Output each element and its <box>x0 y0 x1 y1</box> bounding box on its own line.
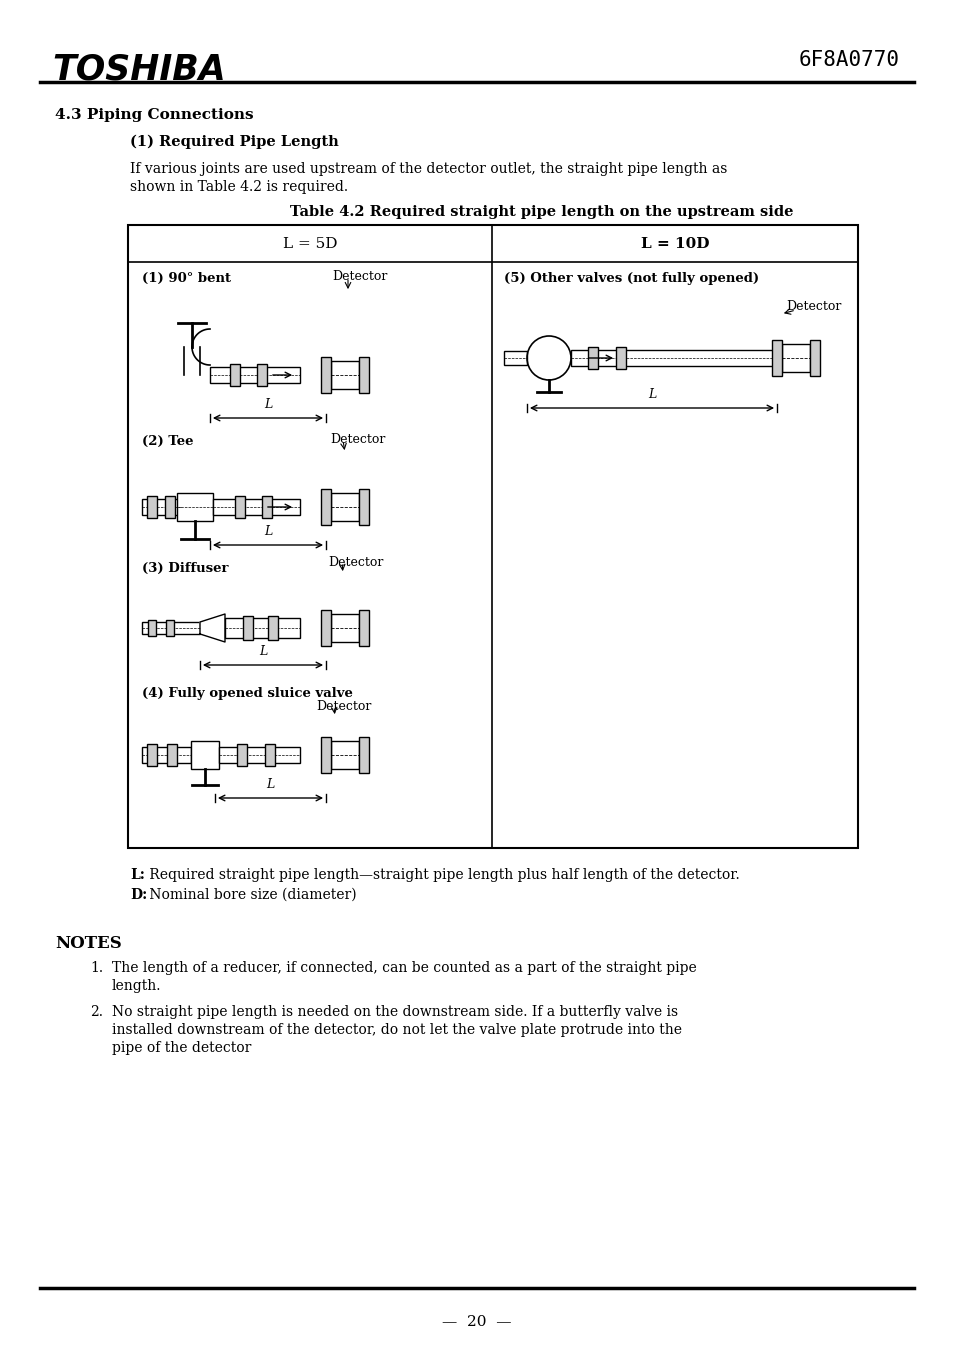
Text: 4.3 Piping Connections: 4.3 Piping Connections <box>55 108 253 122</box>
Bar <box>571 350 781 366</box>
Text: Required straight pipe length—straight pipe length plus half length of the detec: Required straight pipe length—straight p… <box>145 867 739 882</box>
Bar <box>331 493 358 521</box>
Text: 2.: 2. <box>90 1005 103 1019</box>
Bar <box>167 744 177 766</box>
Bar <box>331 740 358 769</box>
Text: (1) Required Pipe Length: (1) Required Pipe Length <box>130 135 338 150</box>
Text: 1.: 1. <box>90 961 103 975</box>
Bar <box>262 496 272 517</box>
Bar <box>320 611 331 646</box>
Bar <box>616 347 625 369</box>
Text: Detector: Detector <box>315 700 371 713</box>
Text: L = 10D: L = 10D <box>640 236 708 251</box>
Text: L:: L: <box>130 867 145 882</box>
Bar <box>781 345 809 372</box>
Bar <box>320 357 331 393</box>
Bar <box>148 620 156 636</box>
Bar <box>210 367 299 382</box>
Bar <box>142 499 181 515</box>
Text: Nominal bore size (diameter): Nominal bore size (diameter) <box>145 888 356 902</box>
Bar <box>230 363 240 386</box>
Text: Detector: Detector <box>328 557 383 569</box>
Text: D:: D: <box>130 888 147 902</box>
Text: shown in Table 4.2 is required.: shown in Table 4.2 is required. <box>130 180 348 195</box>
Text: NOTES: NOTES <box>55 935 122 952</box>
Text: No straight pipe length is needed on the downstream side. If a butterfly valve i: No straight pipe length is needed on the… <box>112 1005 678 1019</box>
Bar <box>331 613 358 642</box>
Text: 6F8A0770: 6F8A0770 <box>799 50 899 70</box>
Text: L: L <box>266 778 274 790</box>
Text: L = 5D: L = 5D <box>282 236 337 251</box>
Bar <box>236 744 247 766</box>
Text: Table 4.2 Required straight pipe length on the upstream side: Table 4.2 Required straight pipe length … <box>290 205 793 219</box>
Bar <box>256 363 267 386</box>
Bar <box>358 611 369 646</box>
Text: (1) 90° bent: (1) 90° bent <box>142 272 231 285</box>
Polygon shape <box>200 613 225 642</box>
Text: (2) Tee: (2) Tee <box>142 435 193 449</box>
Text: The length of a reducer, if connected, can be counted as a part of the straight : The length of a reducer, if connected, c… <box>112 961 696 975</box>
Text: TOSHIBA: TOSHIBA <box>52 51 226 86</box>
Bar <box>128 226 857 848</box>
Bar <box>358 357 369 393</box>
Bar <box>191 740 219 769</box>
Bar <box>243 616 253 640</box>
Bar <box>503 351 526 365</box>
Bar <box>320 489 331 526</box>
Bar <box>219 747 299 763</box>
Bar <box>809 340 820 376</box>
Bar <box>147 744 157 766</box>
Bar <box>213 499 299 515</box>
Bar <box>358 489 369 526</box>
Bar <box>225 617 299 638</box>
Bar <box>320 738 331 773</box>
Text: (5) Other valves (not fully opened): (5) Other valves (not fully opened) <box>503 272 759 285</box>
Bar <box>771 340 781 376</box>
Bar <box>234 496 245 517</box>
Bar <box>265 744 274 766</box>
Bar <box>587 347 598 369</box>
Text: L: L <box>258 644 267 658</box>
Text: —  20  —: — 20 — <box>442 1315 511 1329</box>
Text: L: L <box>264 526 272 538</box>
Bar <box>142 621 200 634</box>
Bar <box>166 620 173 636</box>
Bar <box>165 496 174 517</box>
Bar <box>358 738 369 773</box>
Text: Detector: Detector <box>332 270 387 282</box>
Bar <box>331 361 358 389</box>
Text: (4) Fully opened sluice valve: (4) Fully opened sluice valve <box>142 688 353 700</box>
Text: L: L <box>264 399 272 411</box>
Bar <box>177 493 213 521</box>
Bar <box>268 616 277 640</box>
Text: installed downstream of the detector, do not let the valve plate protrude into t: installed downstream of the detector, do… <box>112 1023 681 1038</box>
Text: Detector: Detector <box>330 434 385 446</box>
Text: If various joints are used upstream of the detector outlet, the straight pipe le: If various joints are used upstream of t… <box>130 162 726 176</box>
Bar <box>147 496 157 517</box>
Text: L: L <box>647 388 656 401</box>
Text: Detector: Detector <box>785 300 841 313</box>
Text: pipe of the detector: pipe of the detector <box>112 1042 251 1055</box>
Bar <box>142 747 191 763</box>
Text: length.: length. <box>112 979 161 993</box>
Text: (3) Diffuser: (3) Diffuser <box>142 562 229 576</box>
